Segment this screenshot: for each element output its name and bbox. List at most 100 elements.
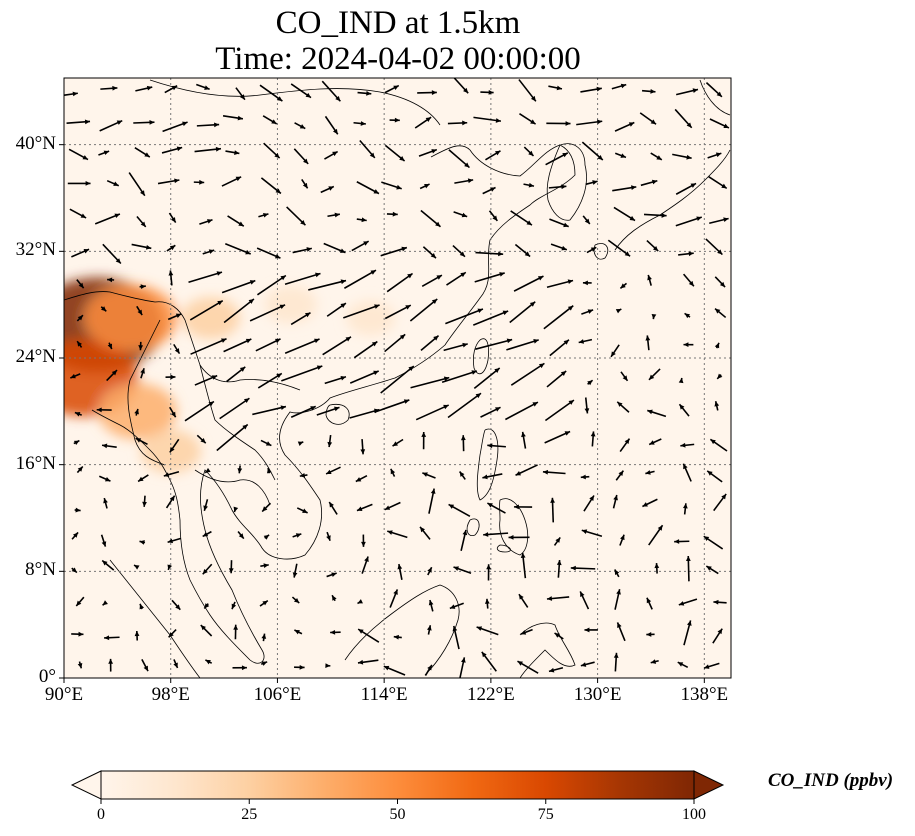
colorbar-title: CO_IND (ppbv) xyxy=(768,770,894,791)
wind-arrow xyxy=(219,397,250,420)
wind-arrow xyxy=(260,563,269,569)
wind-arrow xyxy=(520,552,527,579)
wind-arrow xyxy=(419,526,431,540)
wind-arrow xyxy=(443,342,468,352)
wind-arrow xyxy=(473,367,501,390)
wind-arrow xyxy=(476,626,499,636)
wind-arrow xyxy=(650,152,663,161)
wind-arrow xyxy=(678,403,690,417)
wind-arrow xyxy=(714,276,726,288)
lon-label: 106°E xyxy=(253,684,302,705)
colorbar xyxy=(70,770,725,804)
wind-arrow xyxy=(165,495,176,509)
wind-arrow xyxy=(161,146,183,154)
wind-arrow xyxy=(654,563,660,574)
wind-arrow xyxy=(546,596,570,601)
wind-arrow xyxy=(257,372,283,389)
wind-arrow xyxy=(509,301,536,324)
wind-arrow xyxy=(607,239,631,257)
wind-arrow xyxy=(194,374,218,386)
co-hotspot-7 xyxy=(346,300,396,336)
wind-arrow xyxy=(580,86,602,93)
wind-arrow xyxy=(639,112,657,125)
wind-arrow xyxy=(504,401,539,421)
wind-arrow xyxy=(549,218,569,228)
wind-arrow xyxy=(141,658,149,672)
wind-arrow xyxy=(356,181,380,195)
wind-arrow xyxy=(581,529,603,538)
wind-arrow xyxy=(581,309,594,315)
wind-arrow xyxy=(286,206,306,226)
wind-arrow xyxy=(102,243,122,265)
wind-arrow xyxy=(640,179,658,187)
wind-arrow xyxy=(322,336,352,356)
wind-arrow xyxy=(168,628,177,638)
wind-arrow xyxy=(485,150,501,161)
wind-arrow xyxy=(424,664,433,676)
wind-arrow xyxy=(675,216,703,227)
wind-arrow xyxy=(506,339,539,351)
wind-arrow xyxy=(488,210,498,222)
wind-arrow xyxy=(409,298,438,322)
wind-arrow xyxy=(548,85,563,91)
wind-arrow xyxy=(138,341,144,351)
wind-arrow xyxy=(460,435,466,452)
wind-arrow xyxy=(674,539,690,544)
wind-arrow xyxy=(139,540,146,545)
wind-arrow xyxy=(384,84,400,94)
wind-arrow xyxy=(324,115,339,135)
wind-arrow xyxy=(645,470,655,475)
colorbar-body xyxy=(100,770,695,800)
map-title: CO_IND at 1.5km xyxy=(275,5,521,41)
wind-arrow xyxy=(460,529,468,552)
wind-arrow xyxy=(684,312,691,319)
lat-label: 24°N xyxy=(15,346,56,367)
wind-arrow xyxy=(683,342,694,348)
wind-arrow xyxy=(544,430,571,444)
wind-arrow xyxy=(447,120,468,126)
lon-label: 98°E xyxy=(151,684,190,705)
wind-arrow xyxy=(164,85,178,94)
wind-arrow xyxy=(294,122,306,130)
wind-arrow xyxy=(386,272,414,293)
wind-arrow xyxy=(101,443,117,449)
wind-arrow xyxy=(101,559,115,571)
wind-arrow xyxy=(71,248,90,258)
wind-arrow xyxy=(361,534,366,547)
wind-arrow xyxy=(258,212,269,218)
wind-arrow xyxy=(475,251,504,257)
wind-arrow xyxy=(708,175,728,190)
wind-arrow xyxy=(331,594,337,602)
wind-arrow xyxy=(139,603,145,610)
wind-arrow xyxy=(353,121,366,126)
wind-arrow xyxy=(193,179,205,185)
wind-arrow xyxy=(705,82,723,98)
wind-arrow xyxy=(357,599,363,605)
wind-arrow xyxy=(514,243,531,258)
wind-arrow xyxy=(222,114,244,121)
wind-arrow xyxy=(523,146,535,157)
wind-arrow xyxy=(221,176,242,187)
wind-arrow xyxy=(414,116,432,129)
wind-arrow xyxy=(706,470,723,483)
wind-arrow xyxy=(261,633,267,642)
wind-arrow xyxy=(716,373,723,380)
wind-arrow xyxy=(427,566,433,576)
wind-arrow xyxy=(581,141,604,161)
wind-arrow xyxy=(647,409,667,418)
wind-arrow xyxy=(397,563,403,580)
wind-arrow xyxy=(616,401,630,413)
wind-arrow xyxy=(202,249,215,255)
wind-arrow xyxy=(709,217,729,225)
wind-arrow xyxy=(76,279,85,289)
wind-arrow xyxy=(323,242,346,254)
wind-arrow xyxy=(173,659,179,669)
wind-arrow xyxy=(517,660,539,674)
wind-arrow xyxy=(643,213,667,218)
wind-arrow xyxy=(196,122,220,128)
wind-arrow xyxy=(384,304,412,320)
wind-arrow xyxy=(260,439,272,447)
wind-arrow xyxy=(134,146,151,158)
wind-arrow xyxy=(374,399,410,413)
wind-arrow xyxy=(480,90,494,95)
